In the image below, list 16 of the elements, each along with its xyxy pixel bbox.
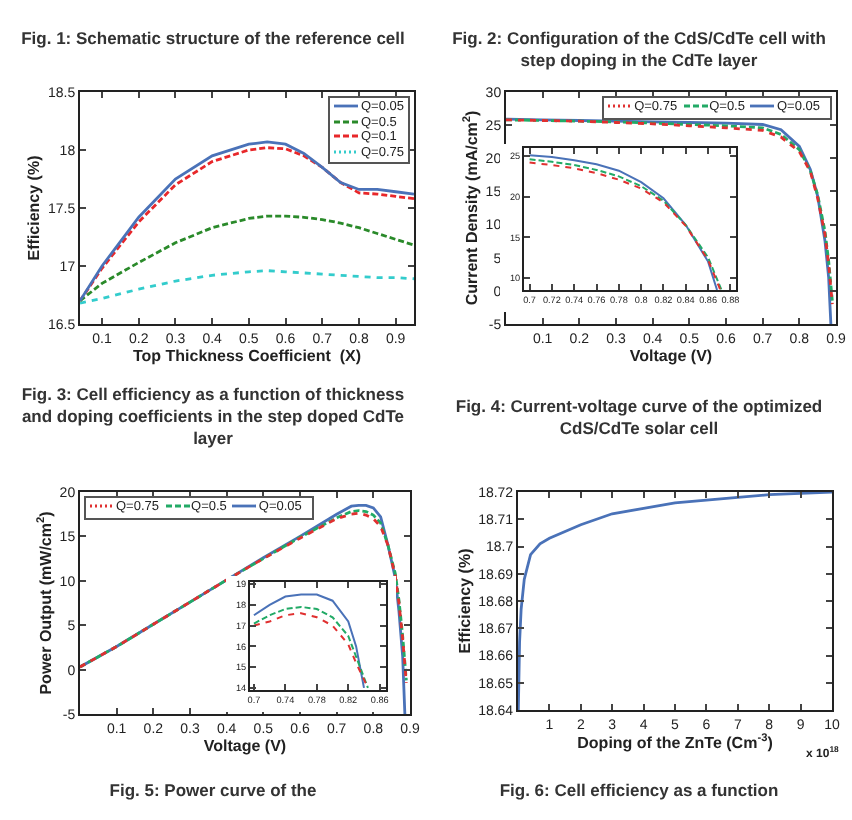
line-series [518, 492, 832, 710]
line-series [80, 214, 414, 303]
caption: Fig. 5: Power curve of the [107, 780, 319, 803]
caption: Fig. 6: Cell efficiency as a function [497, 780, 781, 803]
line-series [252, 593, 365, 689]
y-axis-title: Efficiency (%) [25, 154, 44, 261]
x-axis-title: Voltage (V) [203, 737, 287, 755]
x-axis-title: Top Thickness Coefficient (X) [132, 347, 362, 365]
caption: Fig. 4: Current-voltage curve of the optimized CdS/CdTe solar cell [453, 396, 825, 441]
caption: Fig. 2: Configuration of the CdS/CdTe cell with step doping in the CdTe layer [450, 28, 828, 73]
caption: Fig. 3: Cell efficiency as a function of thickness and doping coefficients in the step doped CdTe layer [20, 384, 406, 451]
x-axis-title: Voltage (V) [629, 347, 713, 365]
caption: Fig. 1: Schematic structure of the reference cell [19, 28, 407, 51]
line-series [80, 269, 414, 305]
x-axis-title: Doping of the ZnTe (Cm$^{-3}$) [577, 732, 774, 752]
y-axis-title: Efficiency (%) [455, 547, 474, 654]
